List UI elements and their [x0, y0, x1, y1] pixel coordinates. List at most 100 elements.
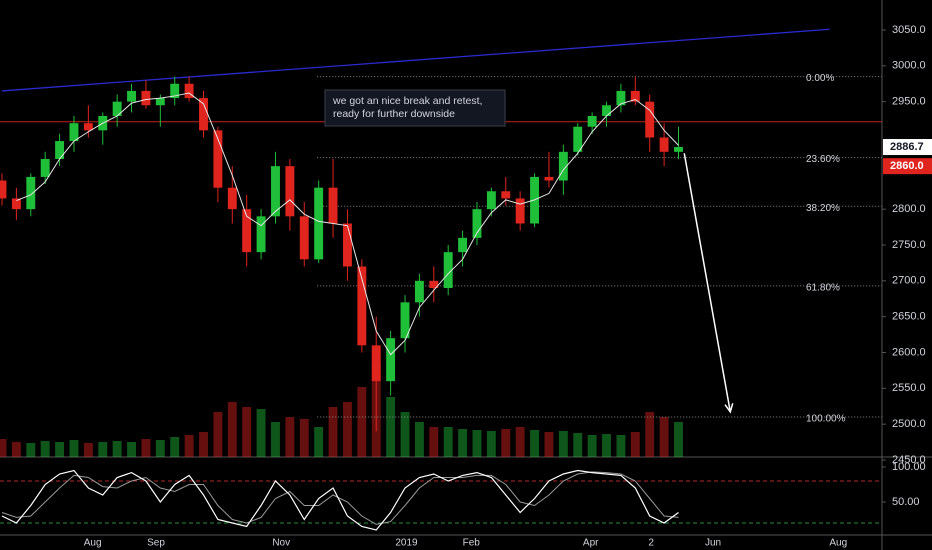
candle-body [443, 252, 453, 288]
volume-bar [659, 417, 669, 457]
candle-body [184, 83, 194, 99]
volume-bar [26, 443, 36, 457]
candle-body [458, 237, 468, 253]
volume-bar [98, 442, 108, 457]
candle-body [472, 209, 482, 238]
volume-bar [573, 433, 583, 457]
volume-bar [127, 442, 137, 457]
x-tick-label: Aug [829, 538, 847, 549]
volume-bar [242, 407, 252, 457]
volume-bar [501, 429, 511, 457]
candle-body [199, 98, 208, 131]
candle-body [558, 151, 568, 181]
volume-bar [141, 439, 151, 457]
price-tag-label: 2860.0 [890, 160, 924, 172]
volume-bar [544, 432, 554, 457]
candle-body [299, 216, 309, 260]
y-tick-label: 2950.0 [892, 96, 926, 108]
y-tick-label: 2800.0 [892, 203, 926, 215]
fib-label: 23.60% [806, 154, 840, 165]
volume-bar [271, 422, 280, 457]
arrow [683, 153, 732, 413]
volume-bar [314, 427, 324, 457]
volume-bar [328, 407, 338, 457]
volume-bar [616, 435, 626, 457]
candle-body [371, 345, 381, 382]
y-tick-label: 2650.0 [892, 311, 926, 323]
price-tag [883, 158, 932, 175]
volume-bar [11, 442, 21, 457]
candle-body [170, 83, 180, 99]
volume-bar [55, 442, 65, 457]
candle-body [630, 90, 640, 102]
candle-body [0, 180, 7, 199]
annotation-box [324, 89, 506, 127]
volume-bar [155, 440, 165, 457]
candle-body [26, 176, 36, 210]
annotation-text: ready for further downside [333, 108, 455, 120]
candle-body [271, 166, 280, 217]
fib-label: 61.80% [806, 282, 840, 293]
stoch-k [1, 469, 679, 531]
candle-body [69, 123, 79, 142]
moving-average [16, 92, 679, 356]
y-tick-label: 2700.0 [892, 275, 926, 287]
volume-bar [170, 437, 180, 457]
x-tick-label: 2019 [395, 538, 418, 549]
candle-body [501, 191, 511, 199]
candle-body [11, 198, 21, 210]
volume-bar [342, 402, 352, 457]
candle-body [112, 101, 122, 116]
x-tick-label: Nov [272, 538, 290, 549]
stoch-tick-label: 50.00 [892, 496, 920, 508]
candle-body [127, 90, 137, 102]
y-tick-label: 2550.0 [892, 382, 926, 394]
volume-bar [69, 440, 79, 457]
volume-bar [400, 412, 410, 457]
candle-body [573, 126, 583, 152]
candle-body [414, 280, 424, 303]
volume-bar [472, 430, 482, 457]
volume-bar [199, 432, 208, 457]
x-tick-label: Apr [583, 538, 599, 549]
volume-bar [256, 409, 266, 457]
candle-body [213, 130, 223, 188]
candle-body [386, 338, 396, 382]
candle-body [328, 187, 338, 224]
volume-bar [443, 427, 453, 457]
candle-body [674, 147, 683, 152]
y-tick-label: 3000.0 [892, 60, 926, 72]
y-tick-label: 2500.0 [892, 418, 926, 430]
candle-body [141, 90, 151, 106]
candle-body [587, 116, 597, 127]
volume-bar [386, 397, 396, 457]
arrow-head [724, 403, 734, 414]
volume-bar [515, 427, 525, 457]
candle-body [429, 280, 439, 288]
candle-body [486, 191, 496, 210]
y-tick-label: 2450.0 [892, 454, 926, 466]
candle-body [227, 187, 237, 210]
volume-bar [83, 443, 93, 457]
candle-body [242, 209, 252, 253]
candle-body [55, 141, 65, 159]
volume-bar [558, 431, 568, 457]
fib-label: 100.00% [806, 414, 846, 425]
volume-bar [357, 387, 367, 457]
volume-bar [414, 422, 424, 457]
price-tag [883, 139, 932, 156]
volume-bar [458, 429, 468, 457]
volume-bar [213, 412, 223, 457]
volume-bar [486, 431, 496, 457]
volume-bar [602, 434, 611, 457]
volume-bar [112, 441, 122, 457]
volume-bar [184, 435, 194, 457]
volume-bar [227, 402, 237, 457]
candle-body [616, 90, 626, 106]
stoch-tick-label: 100.00 [892, 461, 926, 473]
x-tick-label: Feb [463, 538, 481, 549]
volume-bar [40, 441, 50, 457]
volume-bar [630, 432, 640, 457]
x-tick-label: Aug [84, 538, 102, 549]
